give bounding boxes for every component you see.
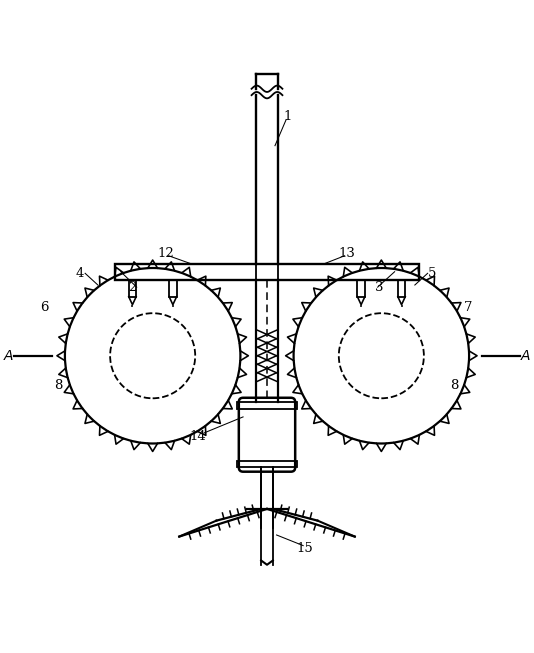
Text: 2: 2 bbox=[128, 281, 137, 294]
Bar bbox=[237, 402, 297, 409]
Text: 12: 12 bbox=[158, 247, 174, 260]
Bar bbox=[115, 264, 419, 279]
Text: A: A bbox=[521, 349, 531, 363]
Text: 8: 8 bbox=[450, 379, 458, 392]
Text: 8: 8 bbox=[54, 379, 62, 392]
Text: 7: 7 bbox=[464, 302, 472, 314]
Text: 4: 4 bbox=[76, 267, 84, 280]
Text: 5: 5 bbox=[428, 267, 436, 280]
Text: 13: 13 bbox=[339, 247, 355, 260]
Bar bbox=[169, 279, 177, 296]
Bar bbox=[357, 279, 365, 296]
Bar bbox=[237, 460, 297, 468]
Bar bbox=[398, 279, 405, 296]
Text: 15: 15 bbox=[297, 542, 313, 555]
Text: 1: 1 bbox=[283, 110, 292, 123]
Text: 14: 14 bbox=[190, 430, 206, 443]
Text: 3: 3 bbox=[375, 281, 384, 294]
Text: 6: 6 bbox=[41, 302, 49, 314]
Text: A: A bbox=[3, 349, 13, 363]
Bar bbox=[129, 279, 136, 296]
